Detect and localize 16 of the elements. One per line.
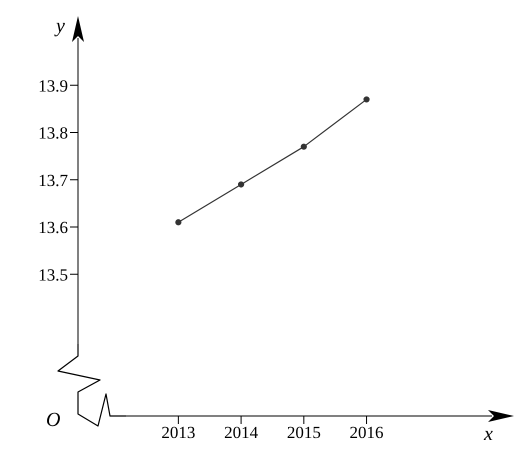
y-tick-label: 13.5: [38, 265, 68, 284]
point: [175, 219, 182, 226]
y-tick-label: 13.7: [38, 170, 68, 190]
y-tick-label: 13.6: [38, 218, 68, 238]
point: [363, 96, 370, 103]
x-tick-label: 2013: [161, 423, 196, 442]
x-tick-label: 2015: [286, 423, 321, 442]
point: [300, 144, 307, 150]
x-tick-label: 2014: [224, 423, 259, 442]
x-axis-title: x: [483, 423, 493, 445]
y-tick-label: 13.8: [38, 124, 68, 143]
text: O: [46, 409, 60, 431]
y-tick-label: 13.9: [38, 76, 68, 96]
y-axis-title: y: [54, 15, 65, 37]
point: [238, 181, 244, 188]
x-tick-label: 2016: [350, 423, 384, 442]
